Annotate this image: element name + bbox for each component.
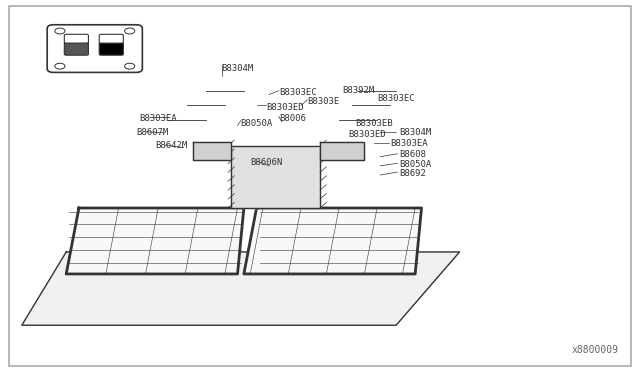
Text: B8303EC: B8303EC <box>279 88 316 97</box>
Polygon shape <box>320 142 364 160</box>
Text: B8608: B8608 <box>399 150 426 159</box>
Text: B8392M: B8392M <box>342 86 374 95</box>
Text: B8303ED: B8303ED <box>349 130 386 139</box>
FancyBboxPatch shape <box>99 43 124 55</box>
Text: B8303EB: B8303EB <box>355 119 392 128</box>
FancyBboxPatch shape <box>47 25 142 73</box>
Text: B8304M: B8304M <box>399 128 431 137</box>
Text: B8304M: B8304M <box>221 64 254 73</box>
Text: B8606N: B8606N <box>250 158 282 167</box>
Text: B8692: B8692 <box>399 169 426 178</box>
Text: B8006: B8006 <box>279 114 306 123</box>
Text: B8050A: B8050A <box>241 119 273 128</box>
Polygon shape <box>244 208 422 274</box>
Text: B8642M: B8642M <box>155 141 188 150</box>
Text: B8050A: B8050A <box>399 160 431 169</box>
Text: B8303EA: B8303EA <box>390 140 428 148</box>
Polygon shape <box>66 208 244 274</box>
Text: B8607M: B8607M <box>136 128 168 137</box>
Polygon shape <box>231 146 320 208</box>
Text: B8303E: B8303E <box>307 97 340 106</box>
FancyBboxPatch shape <box>64 43 88 55</box>
Text: B8303EA: B8303EA <box>139 114 177 123</box>
Text: B8303ED: B8303ED <box>266 103 304 112</box>
Polygon shape <box>22 252 460 325</box>
Text: x8800009: x8800009 <box>571 344 618 355</box>
FancyBboxPatch shape <box>64 34 88 43</box>
Text: B8303EC: B8303EC <box>377 93 415 103</box>
FancyBboxPatch shape <box>99 34 124 43</box>
Polygon shape <box>193 142 231 160</box>
